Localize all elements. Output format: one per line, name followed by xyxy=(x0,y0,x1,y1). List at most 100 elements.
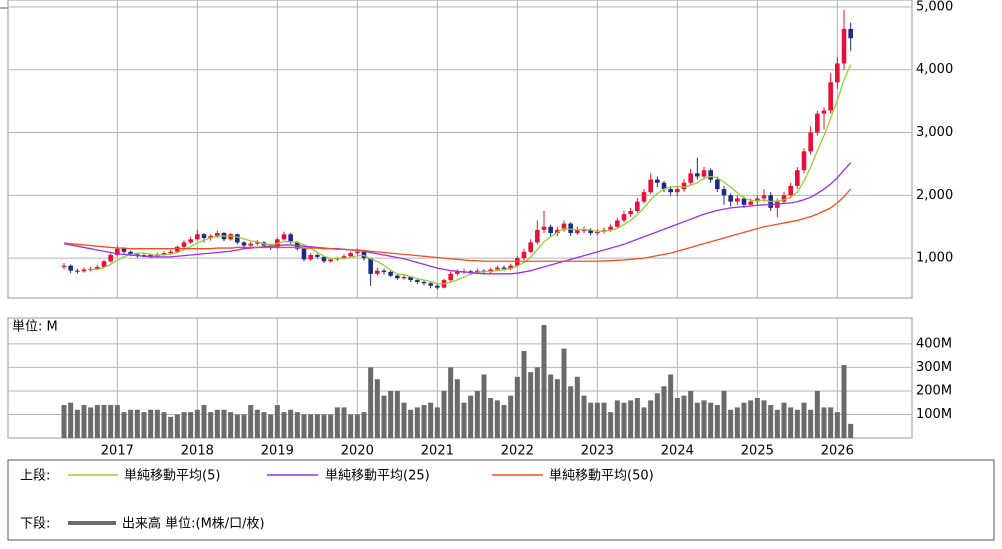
volume-bar xyxy=(334,407,340,438)
volume-bar xyxy=(614,400,620,438)
volume-bar xyxy=(801,402,807,438)
candle-body xyxy=(435,285,440,288)
x-tick-label: 2017 xyxy=(101,444,134,459)
volume-bar xyxy=(201,405,207,438)
volume-bar xyxy=(681,395,687,438)
volume-bar xyxy=(568,386,574,438)
volume-bar xyxy=(841,365,847,438)
volume-bar xyxy=(528,372,534,438)
volume-bar xyxy=(341,407,347,438)
volume-bar xyxy=(594,402,600,438)
candle-body xyxy=(168,251,173,254)
volume-bar xyxy=(821,407,827,438)
candle-body xyxy=(841,28,847,64)
candle-body xyxy=(101,261,107,267)
candle-body xyxy=(821,110,827,114)
volume-bar xyxy=(621,402,627,438)
candle-body xyxy=(208,236,213,239)
volume-bar xyxy=(608,412,614,438)
candle-body xyxy=(315,254,320,257)
candle-body xyxy=(561,223,567,230)
volume-bar xyxy=(354,414,360,438)
y-tick-label: 2,000 xyxy=(916,188,953,203)
volume-bar xyxy=(281,412,287,438)
volume-bar xyxy=(481,374,487,438)
volume-bar xyxy=(728,409,734,438)
legend-label: 単純移動平均(50) xyxy=(549,468,654,484)
candle-body xyxy=(408,276,413,281)
candle-body xyxy=(588,229,593,233)
candle-body xyxy=(381,270,387,272)
candle-body xyxy=(575,229,580,233)
volume-bar xyxy=(468,395,474,438)
volume-bar xyxy=(328,414,334,438)
x-tick-label: 2018 xyxy=(181,444,214,459)
candle-body xyxy=(595,231,600,233)
legend-label: 単純移動平均(25) xyxy=(325,468,430,484)
volume-bar xyxy=(181,412,187,438)
volume-bar xyxy=(461,402,467,438)
candle-body xyxy=(535,229,540,243)
candle-body xyxy=(301,248,307,260)
volume-bar xyxy=(654,393,660,438)
candle-body xyxy=(675,189,680,193)
volume-unit: 単位: M xyxy=(12,319,58,335)
candle-body xyxy=(828,82,833,111)
candle-body xyxy=(321,256,327,262)
candle-body xyxy=(688,173,693,183)
volume-bar xyxy=(741,402,747,438)
volume-bar xyxy=(321,414,327,438)
volume-bar xyxy=(348,414,354,438)
candle-body xyxy=(661,182,667,190)
volume-bar xyxy=(521,350,527,438)
candle-body xyxy=(648,179,653,193)
volume-bar xyxy=(588,402,594,438)
volume-bar xyxy=(314,414,320,438)
y-tick-label: 5,000 xyxy=(916,0,953,14)
volume-bar xyxy=(834,412,840,438)
y-tick-label: 300M xyxy=(916,360,952,375)
candle-body xyxy=(108,254,113,262)
candle-body xyxy=(581,229,587,231)
volume-bar xyxy=(488,398,494,438)
candle-body xyxy=(608,226,613,230)
y-tick-label: 400M xyxy=(916,336,952,351)
volume-bar xyxy=(188,412,194,438)
volume-bar xyxy=(494,400,500,438)
volume-bar xyxy=(668,374,674,438)
volume-bar xyxy=(228,412,234,438)
x-tick-label: 2021 xyxy=(421,444,454,459)
volume-bar xyxy=(274,405,280,438)
volume-bar xyxy=(434,407,440,438)
volume-bar xyxy=(694,402,700,438)
volume-bar xyxy=(154,409,160,438)
candle-body xyxy=(555,229,560,233)
legend-label: 出来高 単位:(M株/口/枚) xyxy=(122,516,265,532)
volume-bar xyxy=(574,376,580,438)
volume-bar xyxy=(674,398,680,438)
candle-body xyxy=(615,220,620,227)
candle-body xyxy=(741,198,747,205)
candle-body xyxy=(241,242,247,246)
volume-bar xyxy=(421,405,427,438)
volume-bar xyxy=(848,423,854,438)
x-tick-label: 2026 xyxy=(821,444,854,459)
candle-body xyxy=(641,192,647,202)
x-tick-label: 2020 xyxy=(341,444,374,459)
candle-body xyxy=(635,201,640,212)
candle-body xyxy=(395,275,400,279)
volume-bar xyxy=(714,405,720,438)
candle-body xyxy=(128,251,133,255)
x-tick-label: 2023 xyxy=(581,444,614,459)
volume-bar xyxy=(508,395,514,438)
volume-bar xyxy=(148,409,154,438)
volume-bar xyxy=(88,407,94,438)
candle-body xyxy=(455,271,460,274)
volume-bar xyxy=(734,407,740,438)
volume-bar xyxy=(534,367,540,438)
candle-body xyxy=(808,132,813,152)
volume-bar xyxy=(401,402,407,438)
candle-body xyxy=(721,189,727,196)
x-tick-label: 2024 xyxy=(661,444,694,459)
